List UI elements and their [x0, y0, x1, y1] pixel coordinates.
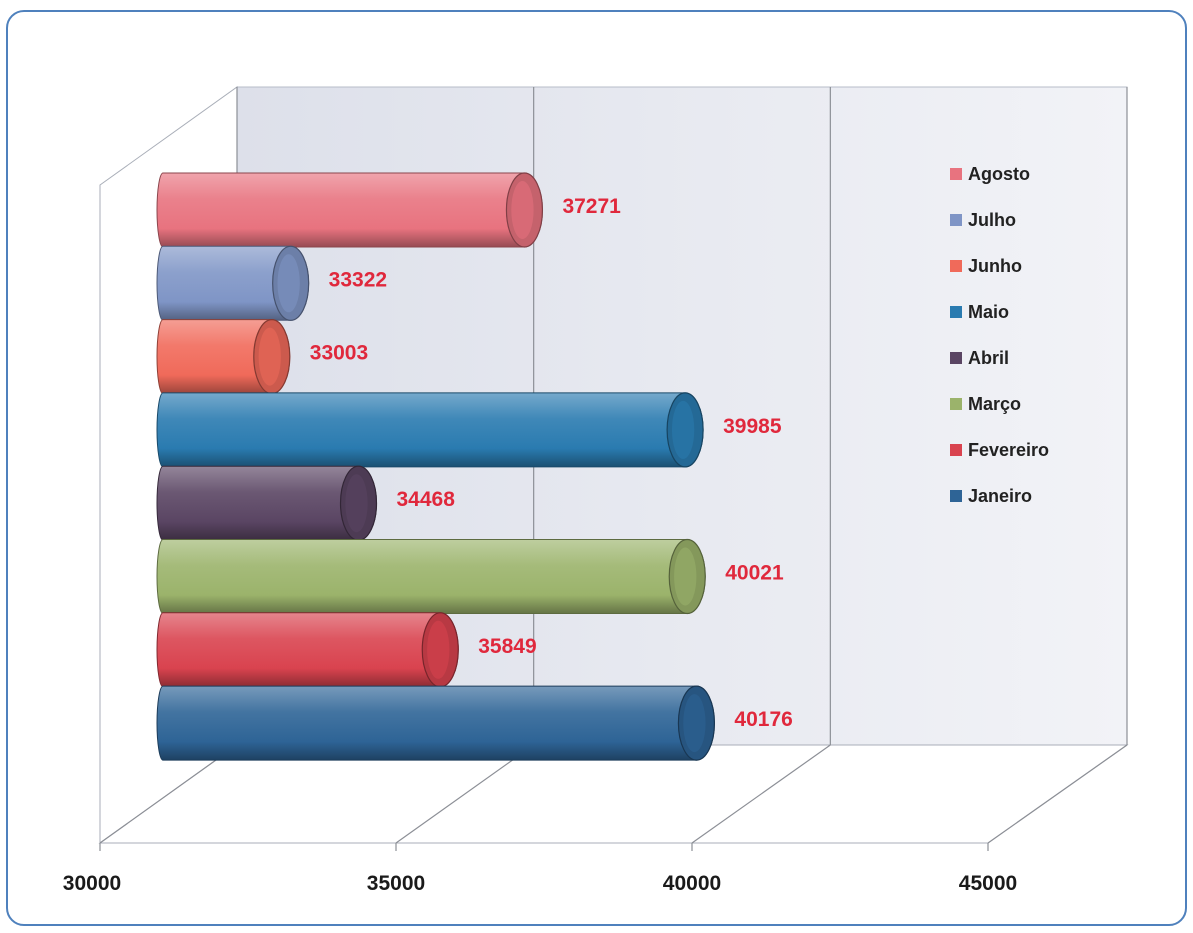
data-labels-group: 37271 33322 33003 39985 34468 40021 35849 40176 [310, 195, 793, 731]
legend-swatch [950, 214, 962, 226]
x-tick-label: 30000 [63, 872, 121, 895]
legend-label: Fevereiro [968, 440, 1049, 460]
legend-swatch [950, 306, 962, 318]
legend-item-fevereiro: Fevereiro [950, 440, 1049, 460]
legend-item-agosto: Agosto [950, 164, 1030, 184]
legend-item-janeiro: Janeiro [950, 486, 1032, 506]
bar-fevereiro [156, 612, 459, 688]
legend-label: Março [968, 394, 1021, 414]
data-label-fevereiro: 35849 [478, 635, 536, 658]
data-label-agosto: 37271 [562, 195, 621, 218]
legend-swatch [950, 260, 962, 272]
data-label-julho: 33322 [329, 268, 387, 291]
legend-swatch [950, 444, 962, 456]
legend-label: Julho [968, 210, 1016, 230]
bar-abril [156, 465, 378, 541]
legend-item-abril: Abril [950, 348, 1009, 368]
bar-agosto [156, 172, 544, 248]
x-tick-label: 45000 [959, 872, 1017, 895]
data-label-janeiro: 40176 [734, 708, 792, 731]
legend-swatch [950, 168, 962, 180]
legend-label: Maio [968, 302, 1009, 322]
legend-swatch [950, 398, 962, 410]
floor-line-40000 [691, 744, 831, 844]
bar-maio [156, 392, 704, 468]
legend-swatch [950, 490, 962, 502]
floor-line-30000 [99, 744, 238, 844]
bar-março [156, 538, 706, 615]
legend-item-março: Março [950, 394, 1021, 414]
floor-line-45000 [987, 744, 1128, 844]
legend-item-junho: Junho [950, 256, 1022, 276]
x-axis-ticks: 30000 35000 40000 45000 [63, 843, 1017, 895]
data-label-março: 40021 [725, 562, 784, 585]
data-label-junho: 33003 [310, 342, 368, 365]
legend-label: Agosto [968, 164, 1030, 184]
legend-label: Junho [968, 256, 1022, 276]
data-label-abril: 34468 [397, 488, 456, 511]
bar-janeiro [156, 685, 716, 761]
legend-swatch [950, 352, 962, 364]
legend-label: Janeiro [968, 486, 1032, 506]
data-label-maio: 39985 [723, 415, 782, 438]
x-tick-label: 40000 [663, 872, 721, 895]
legend-item-julho: Julho [950, 210, 1016, 230]
bar-junho [156, 319, 291, 395]
x-tick-label: 35000 [367, 872, 425, 895]
bar-julho [156, 245, 310, 321]
legend-item-maio: Maio [950, 302, 1009, 322]
legend: Agosto Julho Junho Maio Abril Março Fevereiro J… [950, 164, 1049, 506]
legend-label: Abril [968, 348, 1009, 368]
floor-line-35000 [395, 744, 535, 844]
bars-group [156, 172, 716, 761]
